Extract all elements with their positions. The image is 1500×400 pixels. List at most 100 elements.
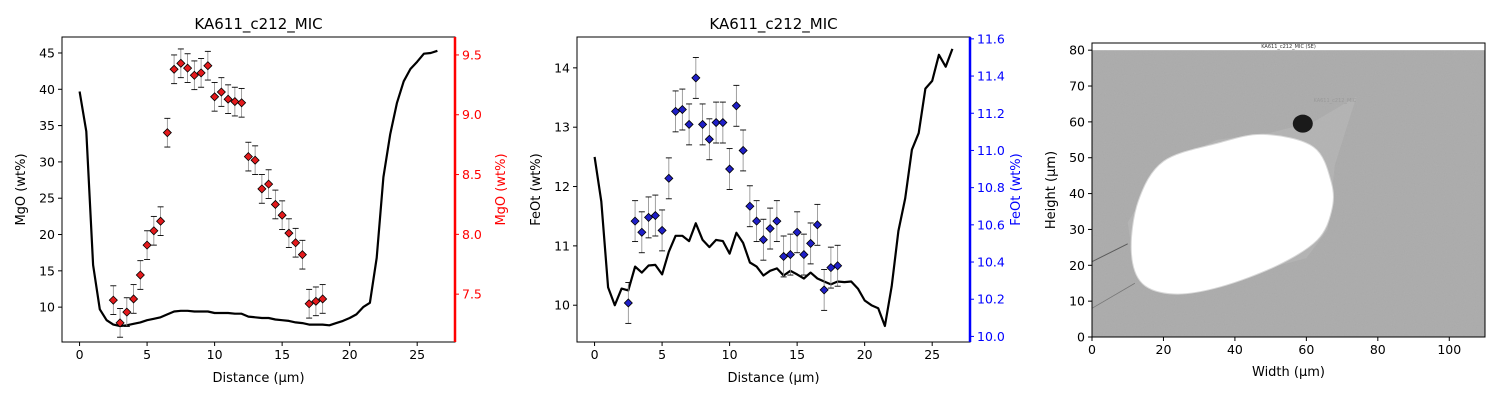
data-point [630, 216, 640, 226]
y-tick-label: 12 [554, 179, 570, 194]
y-tick-label: 10 [39, 300, 55, 315]
y-tick-label: 40 [1069, 186, 1085, 201]
x-tick-label: 25 [409, 347, 425, 362]
image-header-text: KA611_c212_MIC (SE) [1261, 44, 1316, 50]
data-point [738, 145, 748, 156]
x-tick-label: 20 [1156, 342, 1172, 357]
data-point [677, 104, 687, 115]
y-tick-label: 50 [1069, 150, 1085, 165]
y2-tick-label: 7.5 [462, 287, 482, 302]
x-tick-label: 40 [1227, 342, 1243, 357]
data-point [291, 238, 301, 248]
x-tick-label: 15 [274, 347, 290, 362]
panel-0: 0 5 10 15 20 25 10 15 20 25 30 35 40 45 7.5 8.0 8.5 9.0 9.… [14, 15, 509, 386]
y2-tick-label: 8.5 [462, 167, 482, 182]
data-point [223, 94, 233, 104]
data-point [311, 296, 321, 306]
y2-tick-label: 10.0 [977, 329, 1005, 344]
x-tick-label: 25 [924, 347, 940, 362]
y-axis-label: FeOt (wt%) [529, 153, 544, 225]
x-tick-label: 10 [722, 347, 738, 362]
data-point [725, 164, 735, 174]
data-point [304, 299, 314, 309]
y2-axis-label: FeOt (wt%) [1009, 153, 1024, 225]
data-point [264, 179, 274, 189]
y-tick-label: 14 [554, 60, 570, 75]
data-point [216, 87, 226, 97]
y-tick-label: 20 [1069, 258, 1085, 273]
data-point [176, 58, 186, 68]
data-point [671, 106, 681, 116]
y-tick-label: 13 [554, 120, 570, 135]
y2-tick-label: 11.2 [977, 106, 1005, 121]
y-tick-label: 70 [1069, 79, 1085, 94]
data-point [196, 68, 206, 78]
data-point [745, 201, 755, 211]
y-tick-label: 20 [39, 227, 55, 242]
y2-tick-label: 10.6 [977, 217, 1005, 232]
x-tick-label: 0 [76, 347, 84, 362]
x-tick-label: 15 [789, 347, 805, 362]
y-tick-label: 80 [1069, 43, 1085, 58]
y-tick-label: 30 [39, 154, 55, 169]
y-tick-label: 10 [1069, 294, 1085, 309]
y-tick-label: 10 [554, 298, 570, 313]
data-point [162, 128, 172, 138]
data-point [664, 173, 674, 183]
data-point [718, 117, 728, 128]
x-tick-label: 0 [1088, 342, 1096, 357]
data-point [189, 70, 199, 80]
x-axis-label: Width (µm) [1252, 365, 1325, 380]
data-point [799, 250, 809, 260]
data-point [318, 294, 328, 304]
data-point [129, 294, 139, 304]
x-tick-label: 60 [1298, 342, 1314, 357]
panel-1: 0 5 10 15 20 25 10 11 12 13 14 10.0 10.2 10.4 10.6 10.8… [529, 15, 1024, 386]
x-tick-label: 20 [857, 347, 873, 362]
data-point [250, 155, 260, 165]
y-tick-label: 15 [39, 263, 55, 278]
data-point [637, 227, 647, 237]
data-point [792, 227, 802, 237]
y2-tick-label: 10.4 [977, 255, 1005, 270]
data-point [257, 184, 267, 194]
data-point [169, 64, 179, 74]
y2-tick-label: 11.0 [977, 143, 1005, 158]
data-point [203, 61, 213, 71]
data-point [650, 210, 660, 221]
data-point [115, 318, 125, 328]
y-tick-label: 40 [39, 82, 55, 97]
data-point [623, 298, 633, 308]
data-point [297, 250, 307, 260]
y-tick-label: 60 [1069, 114, 1085, 129]
melt-inclusion [1130, 133, 1334, 295]
data-point [704, 134, 714, 144]
data-point [833, 261, 843, 271]
data-point [772, 216, 782, 226]
x-tick-label: 0 [591, 347, 599, 362]
y-axis-label: Height (µm) [1044, 151, 1059, 229]
data-point [142, 240, 152, 250]
x-tick-label: 80 [1370, 342, 1386, 357]
data-point [684, 119, 694, 129]
data-point [819, 285, 829, 295]
data-point [711, 117, 721, 128]
data-point [758, 235, 768, 245]
y2-tick-label: 11.6 [977, 31, 1005, 46]
scratch [1091, 243, 1128, 263]
x-tick-label: 20 [342, 347, 358, 362]
data-point [785, 250, 795, 260]
data-point [779, 251, 789, 262]
profile-line [593, 48, 954, 328]
y2-tick-label: 11.4 [977, 69, 1005, 84]
y2-axis-label: MgO (wt%) [494, 153, 509, 225]
chart-title: KA611_c212_MIC [709, 15, 837, 34]
data-point [210, 92, 220, 102]
data-point [270, 199, 280, 210]
data-point [752, 216, 762, 226]
data-point [135, 270, 145, 280]
x-tick-label: 100 [1437, 342, 1461, 357]
y-tick-label: 11 [554, 238, 570, 253]
data-point [108, 295, 118, 305]
